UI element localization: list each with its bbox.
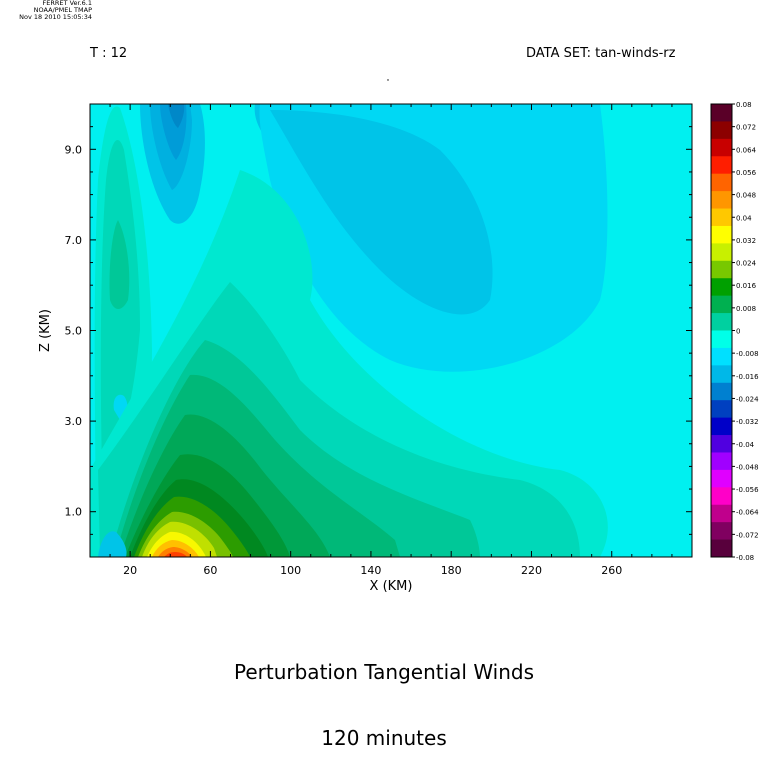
colorbar-swatch [711,121,732,140]
y-tick-label: 7.0 [65,234,83,247]
colorbar-label: -0.008 [736,350,759,358]
colorbar-label: 0.032 [736,237,756,245]
center-dot [387,79,389,81]
field-region-lowleft-neg [98,531,127,557]
colorbar-label: -0.04 [736,441,755,449]
colorbar-label: 0.064 [736,146,757,154]
ferret-org: NOAA/PMEL TMAP [33,6,92,14]
colorbar-label: -0.032 [736,418,759,426]
y-tick-label: 9.0 [65,143,83,156]
y-tick-label: 3.0 [65,415,83,428]
colorbar-swatch [711,313,732,331]
colorbar-swatch [711,225,732,244]
colorbar-swatch [711,487,732,506]
colorbar-swatch [711,330,732,349]
colorbar-swatch [711,347,732,366]
x-tick-label: 60 [203,564,217,577]
chart-title-line-1: Perturbation Tangential Winds [234,660,534,684]
colorbar-label: 0.016 [736,282,757,290]
x-tick-label: 100 [280,564,301,577]
y-tick-label: 1.0 [65,506,83,519]
colorbar-swatch [711,208,732,227]
colorbar-label: -0.064 [736,509,759,517]
colorbar-label: -0.08 [736,554,754,562]
dataset-label: DATA SET: tan-winds-rz [526,46,676,61]
colorbar-swatch [711,243,732,262]
colorbar-swatch [711,435,732,453]
colorbar-swatch [711,417,732,436]
colorbar-swatch [711,173,732,192]
colorbar-label: -0.024 [736,395,759,403]
colorbar-swatch [711,382,732,401]
field-region-neg-mid2 [270,110,493,315]
colorbar-swatch [711,365,732,384]
field-region-upper-neg-d [168,104,185,128]
colorbar-label: 0.04 [736,214,752,222]
colorbar-label: -0.048 [736,463,759,471]
x-tick-label: 20 [123,564,137,577]
ferret-date: Nov 18 2010 15:05:34 [19,13,92,21]
colorbar-label: 0.008 [736,305,756,313]
colorbar-swatch [711,469,732,488]
x-tick-label: 140 [360,564,381,577]
chart-title: Perturbation Tangential Winds 120 minute… [0,617,768,771]
chart-title-line-2: 120 minutes [321,726,447,750]
chart-svg: 20 60 100 140 180 220 260 1.0 3.0 5.0 7.0 9.0 X (KM)… [38,79,759,594]
colorbar-swatch [711,400,732,419]
colorbar-swatch [711,191,732,210]
colorbar-label: 0.024 [736,260,757,268]
colorbar-label: -0.072 [736,531,759,539]
colorbar-swatch [711,452,732,471]
colorbar-swatch [711,278,732,297]
colorbar-swatch [711,539,732,558]
field-region-jet-14 [164,552,187,557]
colorbar-label: 0.048 [736,192,756,200]
field-layer [90,104,692,557]
colorbar-swatch [711,260,732,279]
colorbar-swatch [711,504,732,523]
ferret-version: FERRET Ver.6.1 [42,0,92,7]
colorbar-swatch [711,295,732,314]
colorbar-label: 0.056 [736,169,757,177]
colorbar-label: 0 [736,328,740,336]
y-tick-label: 5.0 [65,325,83,338]
colorbar-swatch [711,522,732,541]
colorbar-swatch [711,156,732,175]
x-tick-label: 220 [521,564,542,577]
field-region-left-pos-c [109,220,130,309]
x-tick-label: 180 [441,564,462,577]
x-tick-label: 260 [601,564,622,577]
colorbar-label: -0.056 [736,486,759,494]
time-label: T : 12 [90,46,128,61]
colorbar-swatch [711,138,732,157]
ferret-stamp: FERRET Ver.6.1 NOAA/PMEL TMAP Nov 18 201… [0,0,92,21]
y-axis-label: Z (KM) [38,309,53,352]
colorbar-label: -0.016 [736,373,759,381]
x-axis-label: X (KM) [370,579,413,594]
colorbar-label: 0.08 [736,101,752,109]
colorbar-swatch [711,104,732,122]
colorbar-label: 0.072 [736,124,756,132]
